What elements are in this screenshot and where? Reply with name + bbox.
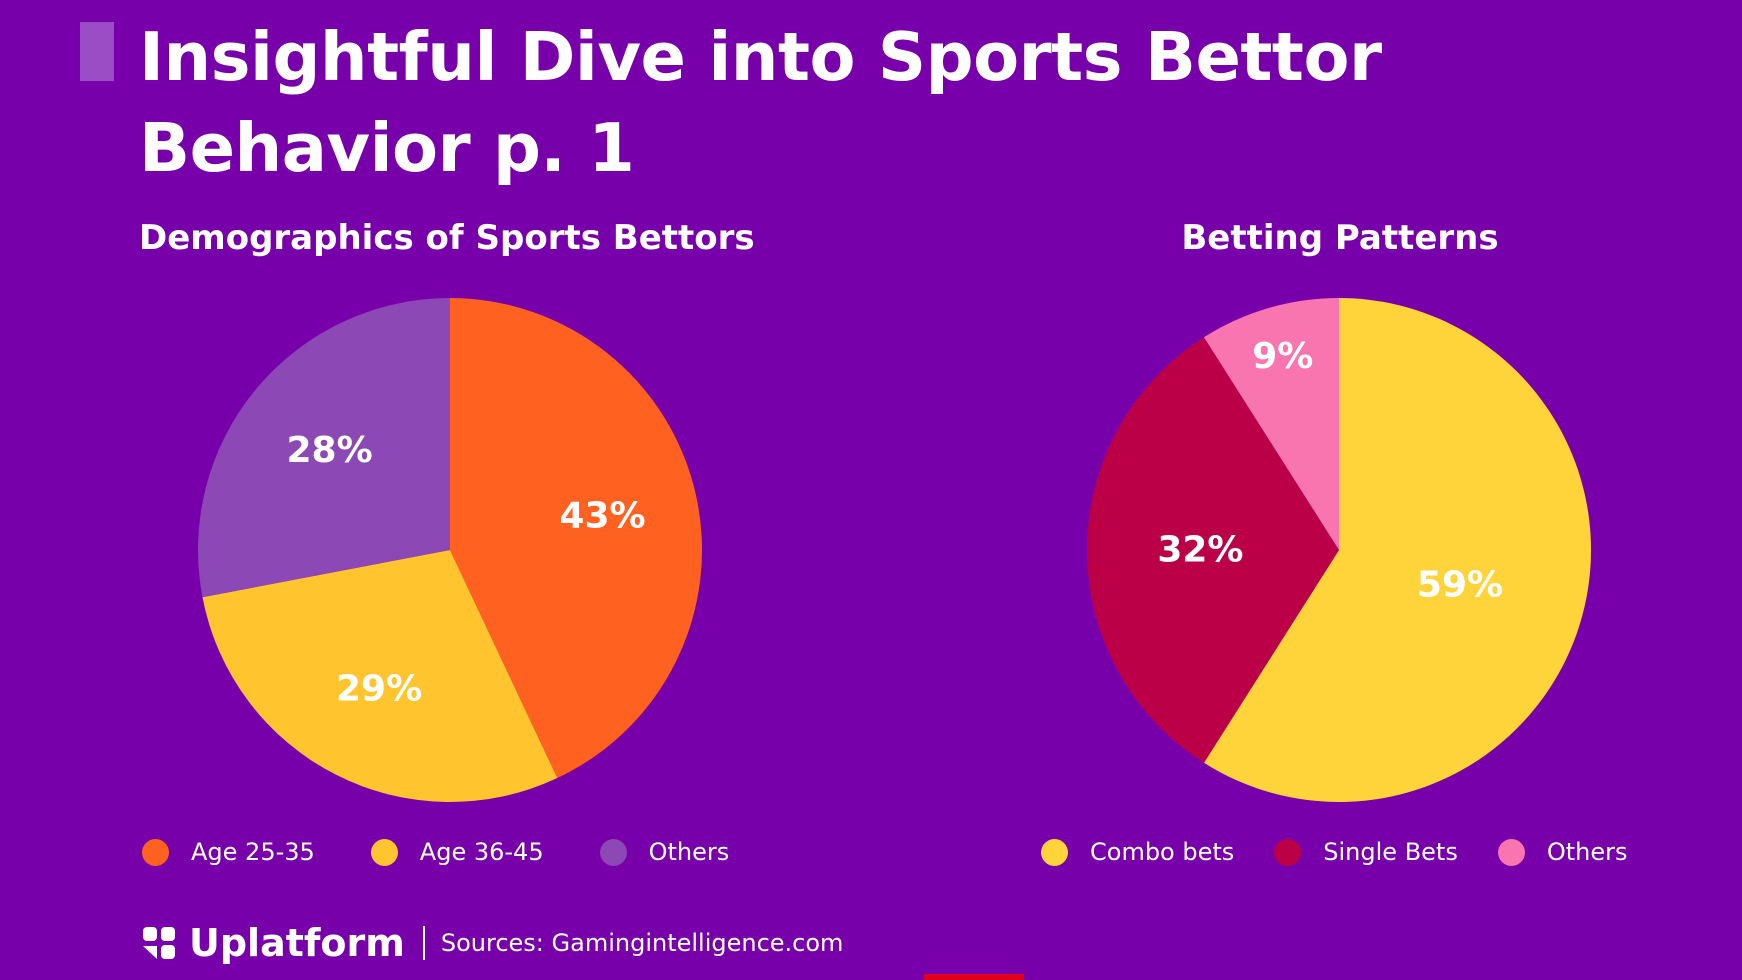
chart-1-title: Demographics of Sports Bettors (139, 218, 755, 258)
legend-dot-icon (1041, 838, 1068, 866)
pie-slice-1-age-36-45 (202, 550, 558, 803)
sources-text: Sources: Gamingintelligence.com (440, 929, 844, 957)
legend-dot-icon (599, 838, 627, 866)
chart-2-title: Betting Patterns (1181, 218, 1499, 258)
legend-dot-icon (1497, 838, 1525, 866)
pie-slice-1-others (197, 298, 450, 598)
chart-1-legend: Age 25-35 Age 36-45 Others (142, 832, 785, 872)
pie-value-label-1-age-36-45: 29% (336, 669, 422, 710)
pie-value-label-1-age-25-35: 43% (559, 495, 645, 536)
pie-slice-2-others (1203, 298, 1339, 550)
title-accent-bar (80, 22, 114, 81)
uplatform-logo-icon (143, 927, 175, 959)
legend-dot-icon (142, 838, 169, 866)
legend-item-others: Others (1497, 838, 1628, 866)
legend-item-single-bets: Single Bets (1274, 838, 1458, 866)
legend-dot-icon (1274, 838, 1302, 866)
footer: Uplatform Sources: Gamingintelligence.co… (141, 920, 843, 966)
red-marker (924, 974, 1024, 980)
page-title-line-1: Insightful Dive into Sports Bettor (139, 18, 1382, 96)
pie-slice-2-combo-bets (1203, 298, 1591, 802)
pie-value-label-2-others: 9% (1252, 336, 1313, 377)
legend-label: Combo bets (1090, 838, 1235, 866)
pie-value-label-2-combo-bets: 59% (1417, 565, 1503, 606)
footer-divider (422, 926, 425, 960)
legend-label: Age 36-45 (419, 838, 544, 866)
legend-label: Age 25-35 (191, 838, 315, 866)
legend-label: Others (648, 838, 730, 866)
legend-item-combo-bets: Combo bets (1041, 838, 1234, 866)
legend-item-age-36-45: Age 36-45 (370, 838, 544, 866)
pie-slice-2-single-bets (1086, 337, 1339, 763)
legend-dot-icon (370, 838, 398, 866)
legend-item-others: Others (599, 838, 730, 866)
legend-label: Single Bets (1323, 838, 1458, 866)
page-title: Insightful Dive into Sports Bettor Behav… (139, 12, 1639, 194)
chart-2-legend: Combo bets Single Bets Others (1041, 832, 1668, 872)
legend-label: Others (1546, 838, 1628, 866)
pie-value-label-1-others: 28% (287, 430, 373, 471)
pie-value-label-2-single-bets: 32% (1157, 530, 1243, 571)
brand-name: Uplatform (189, 921, 405, 965)
legend-item-age-25-35: Age 25-35 (142, 838, 315, 866)
pie-slice-1-age-25-35 (450, 298, 703, 779)
page-title-line-2: Behavior p. 1 (139, 109, 635, 187)
